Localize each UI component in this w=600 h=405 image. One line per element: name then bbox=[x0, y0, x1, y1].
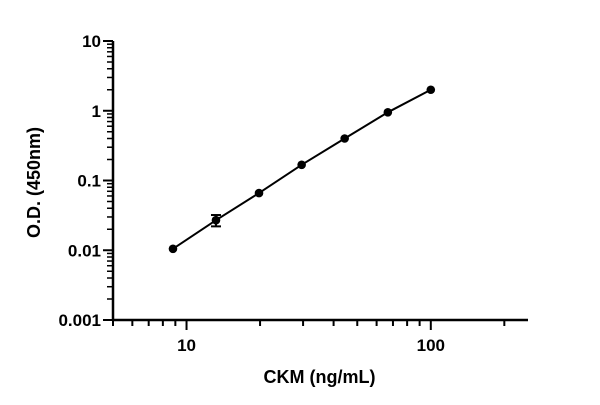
y-axis-title: O.D. (450nm) bbox=[24, 127, 44, 238]
y-tick-label: 10 bbox=[82, 32, 101, 51]
data-point bbox=[383, 108, 393, 117]
y-tick-label: 0.1 bbox=[77, 172, 101, 191]
x-tick-label: 100 bbox=[417, 336, 445, 355]
x-ticks: 10 100 bbox=[112, 320, 506, 355]
y-tick-label: 1 bbox=[92, 102, 101, 121]
y-tick-label: 0.01 bbox=[68, 241, 101, 260]
data-point bbox=[211, 215, 221, 225]
x-tick-label: 10 bbox=[177, 336, 196, 355]
data-point bbox=[340, 134, 349, 143]
data-point bbox=[254, 188, 264, 198]
x-axis: 10 100 CKM (ng/mL) bbox=[112, 318, 528, 387]
y-ticks: 0.001 0.01 0.1 1 10 bbox=[58, 32, 113, 330]
x-axis-title: CKM (ng/mL) bbox=[264, 367, 376, 387]
data-point bbox=[426, 85, 436, 95]
y-axis: 0.001 0.01 0.1 1 10 O.D. (450nm) bbox=[24, 32, 115, 330]
plot-area bbox=[168, 85, 436, 254]
fit-curve bbox=[172, 88, 432, 250]
data-point bbox=[297, 160, 306, 170]
data-point bbox=[168, 244, 178, 254]
y-tick-label: 0.001 bbox=[58, 311, 101, 330]
